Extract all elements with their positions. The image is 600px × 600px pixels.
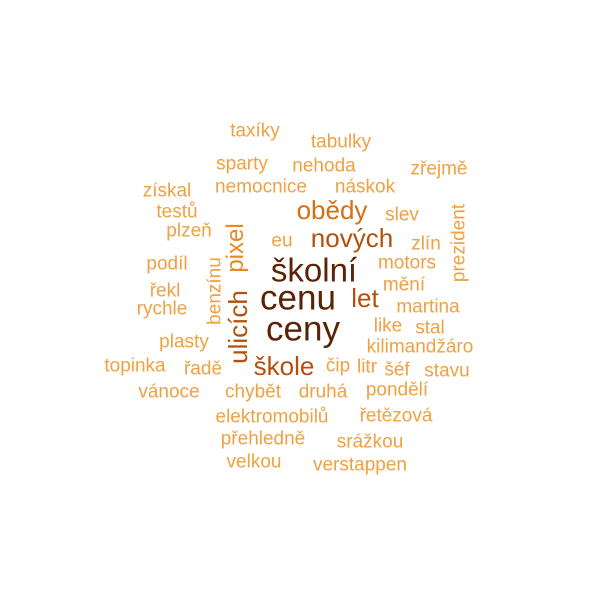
word-obedy: obědy — [296, 195, 368, 225]
word-ziskal: získal — [142, 180, 192, 202]
word-velkou: velkou — [226, 451, 282, 473]
word-pixel: pixel — [222, 223, 249, 273]
word-plasty: plasty — [159, 331, 209, 353]
word-motors: motors — [377, 252, 437, 274]
word-kilimandzaro: kilimandžáro — [366, 336, 474, 358]
word-let: let — [351, 283, 379, 313]
word-benzinu: benzínu — [204, 257, 226, 325]
word-podil: podíl — [146, 253, 188, 275]
word-tabulky: tabulky — [310, 131, 372, 153]
word-ceny: ceny — [266, 309, 340, 349]
word-topinka: topinka — [104, 355, 166, 377]
word-chybet: chybět — [225, 381, 281, 403]
word-retezova: řetězová — [359, 405, 433, 427]
word-verstappen: verstappen — [312, 454, 408, 476]
word-rade: řadě — [183, 358, 223, 380]
word-testu: testů — [156, 201, 198, 223]
word-sef: šéf — [384, 359, 410, 381]
word-stavu: stavu — [424, 360, 470, 382]
word-skole: škole — [253, 351, 315, 381]
word-taxiky: taxíky — [230, 120, 280, 142]
word-martina: martina — [396, 296, 460, 318]
word-srazkou: srážkou — [336, 431, 404, 453]
word-pondeli: pondělí — [365, 379, 429, 401]
word-elektromobilu: elektromobilů — [215, 406, 329, 428]
word-rekl: řekl — [149, 280, 181, 302]
word-nehoda: nehoda — [292, 155, 356, 177]
word-novych: nových — [310, 223, 394, 253]
word-plzen: plzeň — [166, 220, 212, 242]
word-druha: druhá — [298, 381, 348, 403]
word-cenu: cenu — [260, 278, 336, 318]
word-like: like — [373, 315, 403, 337]
word-meni: mění — [382, 274, 426, 296]
word-litr: litr — [356, 356, 378, 378]
word-sparty: sparty — [216, 153, 268, 175]
word-stal: stal — [415, 317, 445, 339]
word-ulicich: ulicích — [223, 290, 253, 364]
word-vanoce: vánoce — [138, 381, 200, 403]
word-rychle: rychle — [136, 298, 188, 320]
word-cip: čip — [325, 355, 351, 377]
word-naskok: náskok — [334, 176, 396, 198]
word-slev: slev — [385, 204, 419, 226]
word-nemocnice: nemocnice — [215, 176, 307, 198]
word-prezident: prezident — [448, 203, 470, 283]
word-prehledne: přehledně — [220, 428, 306, 450]
word-skolni: školní — [270, 251, 358, 289]
word-eu: eu — [271, 230, 293, 252]
word-zlin: zlín — [411, 233, 441, 255]
word-zrejme: zřejmě — [410, 158, 468, 180]
